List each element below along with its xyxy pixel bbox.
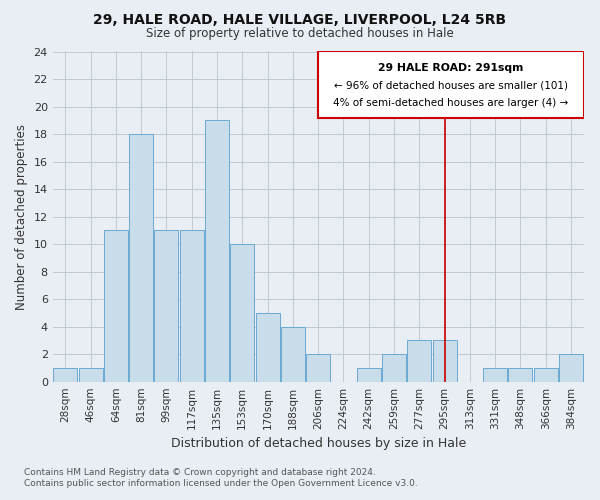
Bar xyxy=(382,354,406,382)
Bar xyxy=(180,230,204,382)
Bar xyxy=(256,313,280,382)
Text: 29 HALE ROAD: 291sqm: 29 HALE ROAD: 291sqm xyxy=(378,62,524,72)
Bar xyxy=(559,354,583,382)
Bar xyxy=(230,244,254,382)
Bar xyxy=(533,368,558,382)
Bar xyxy=(483,368,507,382)
Bar xyxy=(281,326,305,382)
Bar xyxy=(79,368,103,382)
Y-axis label: Number of detached properties: Number of detached properties xyxy=(15,124,28,310)
Text: 29, HALE ROAD, HALE VILLAGE, LIVERPOOL, L24 5RB: 29, HALE ROAD, HALE VILLAGE, LIVERPOOL, … xyxy=(94,12,506,26)
Bar xyxy=(53,368,77,382)
Bar xyxy=(318,52,584,118)
X-axis label: Distribution of detached houses by size in Hale: Distribution of detached houses by size … xyxy=(170,437,466,450)
Bar xyxy=(205,120,229,382)
Bar xyxy=(104,230,128,382)
Text: Size of property relative to detached houses in Hale: Size of property relative to detached ho… xyxy=(146,28,454,40)
Bar xyxy=(154,230,178,382)
Bar xyxy=(508,368,532,382)
Bar xyxy=(306,354,330,382)
Bar xyxy=(357,368,381,382)
Bar xyxy=(407,340,431,382)
Text: 4% of semi-detached houses are larger (4) →: 4% of semi-detached houses are larger (4… xyxy=(333,98,569,108)
Bar xyxy=(129,134,153,382)
Text: Contains HM Land Registry data © Crown copyright and database right 2024.
Contai: Contains HM Land Registry data © Crown c… xyxy=(24,468,418,487)
Bar xyxy=(433,340,457,382)
Text: ← 96% of detached houses are smaller (101): ← 96% of detached houses are smaller (10… xyxy=(334,80,568,90)
